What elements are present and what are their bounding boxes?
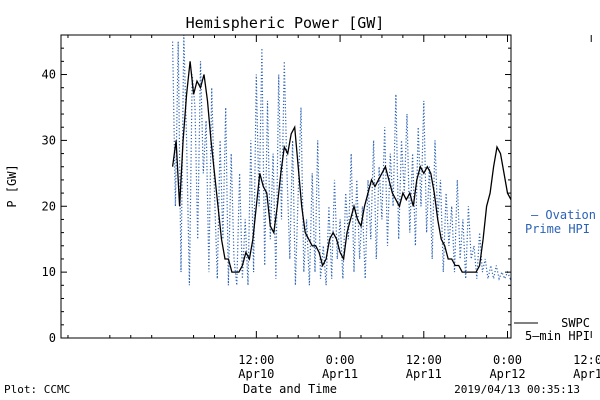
legend-ovation-line2: Prime HPI: [525, 222, 590, 236]
y-tick-label: 10: [42, 265, 56, 279]
x-tick-label-date: Apr10: [238, 367, 274, 381]
legend-swpc-line1: SWPC: [561, 316, 590, 330]
series-ovation-prime-line: [172, 35, 511, 286]
series-swpc-hpi-line: [171, 61, 511, 273]
legend-ovation-line1: — Ovation: [531, 208, 596, 222]
plot-credit: Plot: CCMC: [4, 383, 70, 396]
legend-swpc-line2: 5–min HPI: [525, 329, 590, 343]
x-tick-label-date: Apr12: [573, 367, 600, 381]
y-tick-label: 0: [49, 331, 56, 345]
y-tick-label: 20: [42, 199, 56, 213]
y-axis: 0 10 20 30 40: [42, 34, 511, 345]
x-tick-label-date: Apr11: [406, 367, 442, 381]
y-tick-label: 30: [42, 133, 56, 147]
x-tick-label-time: 12:00: [573, 353, 600, 367]
x-tick-label-date: Apr11: [322, 367, 358, 381]
y-tick-label: 40: [42, 68, 56, 82]
x-axis: 12:00Apr100:00Apr1112:00Apr110:00Apr1212…: [67, 35, 600, 381]
y-axis-label: P [GW]: [5, 164, 19, 207]
plot-area: [171, 35, 511, 286]
x-tick-label-time: 0:00: [326, 353, 355, 367]
chart-title: Hemispheric Power [GW]: [186, 14, 385, 32]
timestamp: 2019/04/13 00:35:13: [454, 383, 580, 396]
x-tick-label-date: Apr12: [489, 367, 525, 381]
x-tick-label-time: 12:00: [238, 353, 274, 367]
plot-frame: [60, 34, 512, 339]
x-tick-label-time: 12:00: [406, 353, 442, 367]
x-tick-label-time: 0:00: [493, 353, 522, 367]
x-axis-label: Date and Time: [243, 382, 337, 396]
